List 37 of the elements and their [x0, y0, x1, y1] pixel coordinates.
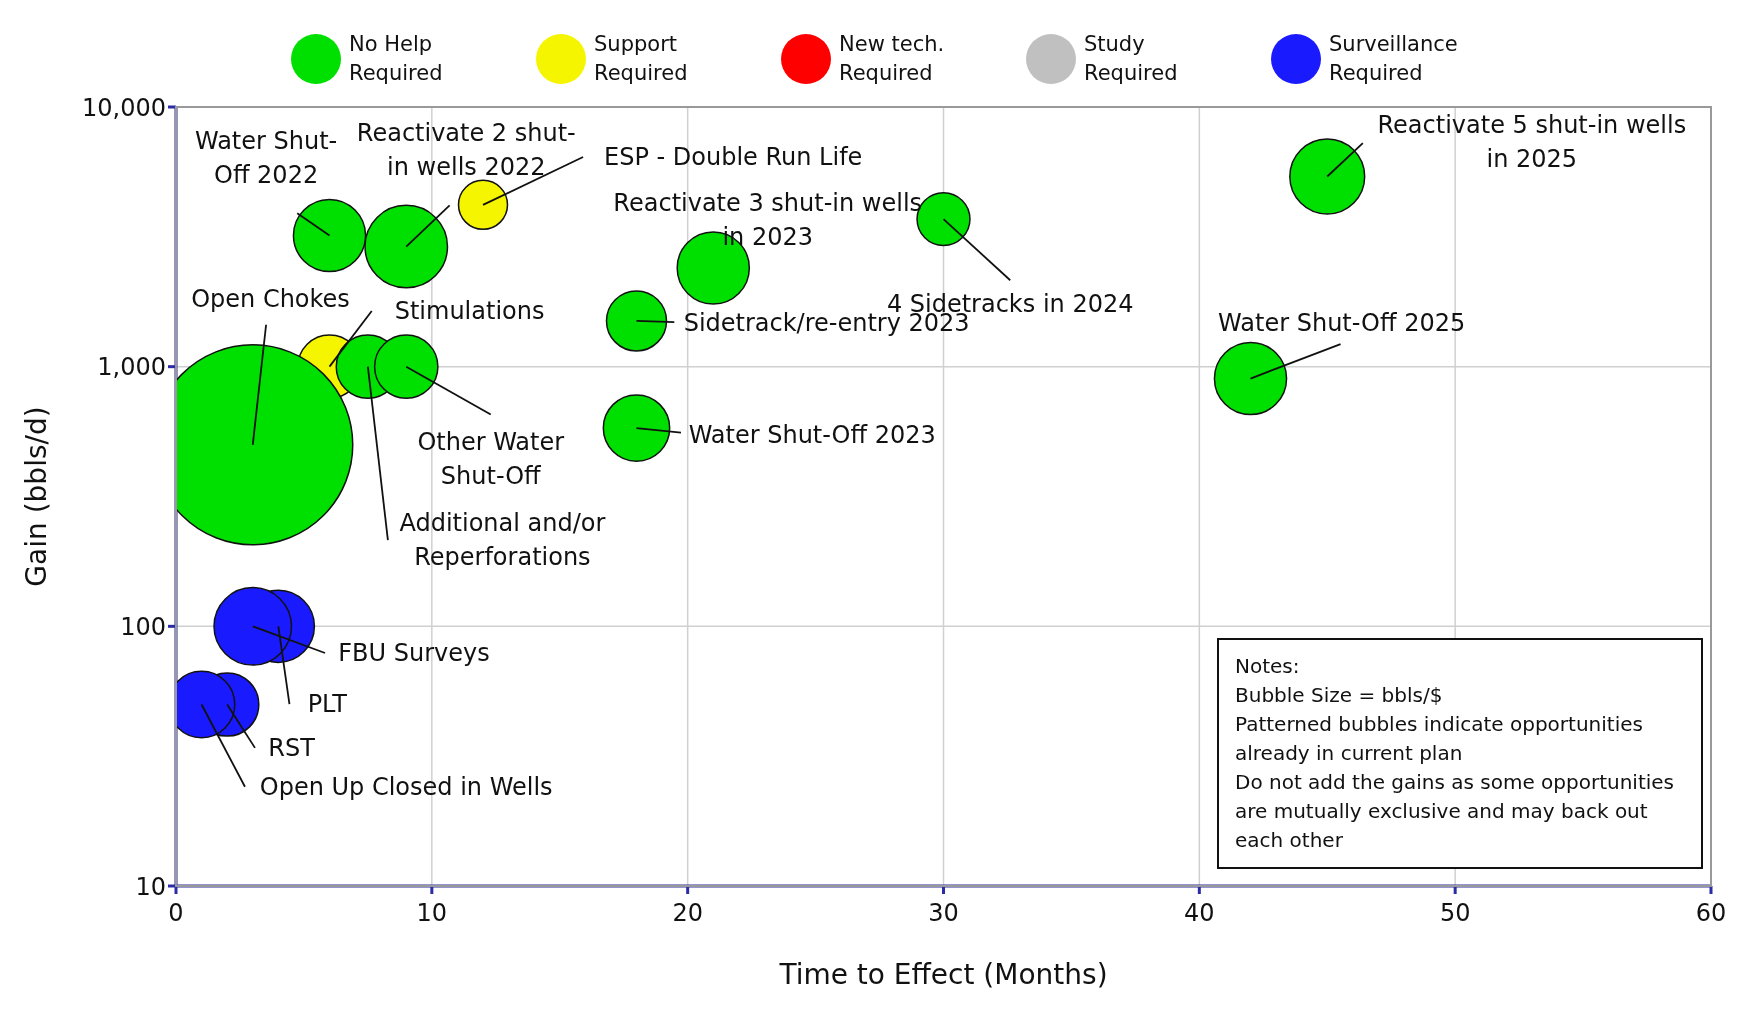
x-tick-label: 40 [1184, 899, 1215, 928]
annotation: Patterned bubbles indicate opportunities already in current plan [1235, 711, 1644, 767]
legend-label: No Help Required [349, 31, 444, 87]
annotation: Water Shut-Off 2023 [687, 419, 937, 451]
legend-label: New tech. Required [839, 31, 946, 87]
legend-label: Study Required [1084, 31, 1179, 87]
annotation: Additional and/or Reperforations [398, 508, 607, 574]
annotation: ESP - Double Run Life [603, 142, 864, 173]
legend-label: Support Required [594, 31, 689, 87]
x-tick-label: 10 [416, 899, 448, 928]
annotation: Open Up Closed in Wells [258, 771, 554, 803]
annotation: Reactivate 2 shut-in wells 2022 [355, 117, 577, 183]
annotation: Reactivate 5 shut-in wells in 2025 [1376, 110, 1688, 175]
annotation: Bubble Size = bbls/$ [1235, 682, 1444, 709]
y-tick-label: 1,000 [97, 353, 166, 382]
annotation: Notes: [1235, 653, 1301, 680]
x-tick-label: 0 [168, 899, 184, 928]
annotation: PLT [306, 689, 348, 721]
annotation: Water Shut-Off 2025 [1217, 307, 1467, 339]
x-axis-title: Time to Effect (Months) [778, 958, 1108, 991]
annotation: Stimulations [393, 296, 546, 328]
x-tick-label: 60 [1695, 899, 1727, 928]
legend-label: Surveillance Required [1329, 31, 1459, 87]
y-tick-label: 10,000 [82, 93, 166, 122]
y-tick-label: 10 [135, 872, 166, 901]
annotation: Other Water Shut-Off [416, 426, 566, 492]
annotation: Do not add the gains as some opportunities are mutually exclusive and may back out each other [1235, 769, 1676, 854]
y-tick-label: 100 [120, 612, 166, 641]
y-axis-title: Gain (bbls/d) [19, 406, 53, 587]
annotation: FBU Surveys [337, 638, 491, 669]
x-tick-label: 30 [928, 899, 959, 928]
annotation: Reactivate 3 shut-in wells in 2023 [612, 188, 924, 254]
x-tick-label: 20 [672, 899, 703, 928]
annotation: Water Shut-Off 2022 [193, 125, 339, 191]
annotation: RST [267, 732, 316, 764]
annotation: Open Chokes [190, 284, 351, 316]
x-tick-label: 50 [1439, 899, 1471, 928]
